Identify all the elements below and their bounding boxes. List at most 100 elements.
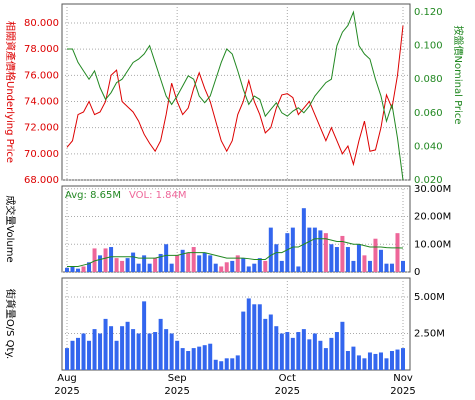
bar xyxy=(147,263,152,272)
bar xyxy=(208,255,213,272)
bar xyxy=(197,255,202,272)
bar xyxy=(65,267,69,272)
bar xyxy=(356,244,361,272)
bar xyxy=(186,252,191,272)
bar xyxy=(351,260,356,272)
bar xyxy=(301,329,306,370)
bar xyxy=(158,318,163,370)
bar xyxy=(384,263,389,272)
bar xyxy=(274,244,279,272)
bar xyxy=(136,263,141,272)
y-tick-label: 20.00M xyxy=(414,212,451,223)
bar xyxy=(186,351,191,370)
avg-line xyxy=(67,238,404,267)
legend-entry: VOL: 1.84M xyxy=(129,190,187,201)
bar xyxy=(401,260,405,272)
bar xyxy=(114,258,119,272)
bar xyxy=(92,329,97,370)
y-tick-label: 76.000 xyxy=(24,70,59,81)
bar xyxy=(345,351,350,370)
bar xyxy=(340,321,345,370)
x-tick-label: Aug 2025 xyxy=(54,373,79,397)
price-line xyxy=(66,25,404,167)
bar xyxy=(147,333,152,370)
bar xyxy=(285,233,290,272)
bar xyxy=(230,358,235,370)
bar xyxy=(285,332,290,370)
bar xyxy=(378,352,383,370)
bar xyxy=(164,244,169,272)
bar xyxy=(307,339,312,370)
bar xyxy=(175,255,180,272)
bar xyxy=(307,227,312,272)
bar xyxy=(312,333,317,370)
y-axis-label: 相關資產價格Underlying Price xyxy=(4,21,17,163)
bar xyxy=(301,208,306,272)
bar xyxy=(164,329,169,370)
bar xyxy=(65,348,69,370)
y-tick-label: 68.000 xyxy=(24,175,59,186)
bar xyxy=(340,235,345,272)
bar xyxy=(98,333,103,370)
price-line xyxy=(67,10,404,181)
bar xyxy=(323,233,328,272)
bar xyxy=(334,247,339,272)
bar xyxy=(274,326,279,370)
y-tick-label: 2.50M xyxy=(414,328,445,339)
bar xyxy=(351,346,356,370)
bar xyxy=(109,247,114,272)
bar xyxy=(87,340,92,370)
bar xyxy=(362,358,367,370)
bar xyxy=(153,332,158,370)
bar xyxy=(219,266,224,272)
bar xyxy=(367,352,372,370)
bar xyxy=(202,252,207,272)
bar xyxy=(202,345,207,370)
y-tick-label: 80.000 xyxy=(24,18,59,29)
bar xyxy=(345,247,350,272)
bar xyxy=(169,333,174,370)
y-tick-label: 70.000 xyxy=(24,149,59,160)
bar xyxy=(70,340,75,370)
y2-tick-label: 0.100 xyxy=(414,41,443,52)
bar xyxy=(235,255,240,272)
bar xyxy=(296,332,301,370)
bar xyxy=(279,333,284,370)
bar xyxy=(230,260,235,272)
bar xyxy=(120,260,125,272)
bar xyxy=(98,255,103,272)
bar xyxy=(268,314,273,370)
x-tick-label: Nov 2025 xyxy=(390,373,415,397)
bar xyxy=(125,258,130,272)
bar xyxy=(268,227,273,272)
bar xyxy=(334,332,339,370)
bar xyxy=(213,359,218,370)
bar xyxy=(252,263,257,272)
bar xyxy=(290,337,295,370)
y2-tick-label: 0.060 xyxy=(414,108,443,119)
y-tick-label: 10.00M xyxy=(414,239,451,250)
x-tick-label: Oct 2025 xyxy=(275,373,300,397)
y-axis-label: 街貨量O/S Qty. xyxy=(4,289,17,359)
bar xyxy=(131,252,136,272)
bar xyxy=(241,258,246,272)
bar xyxy=(367,260,372,272)
bar xyxy=(224,262,229,272)
bar xyxy=(103,318,108,370)
bar xyxy=(318,230,323,272)
bar xyxy=(142,301,147,370)
y2-axis-label: 按盤價Nominal Price xyxy=(452,26,465,125)
bar xyxy=(356,355,361,370)
bar xyxy=(224,358,229,370)
bar xyxy=(142,255,147,272)
bar xyxy=(208,343,213,370)
bar xyxy=(87,262,92,272)
bar xyxy=(191,247,196,272)
bar xyxy=(401,348,405,370)
bar xyxy=(120,326,125,370)
bar xyxy=(169,263,174,272)
y-tick-label: 78.000 xyxy=(24,44,59,55)
bar xyxy=(70,267,75,272)
bar xyxy=(81,266,86,272)
